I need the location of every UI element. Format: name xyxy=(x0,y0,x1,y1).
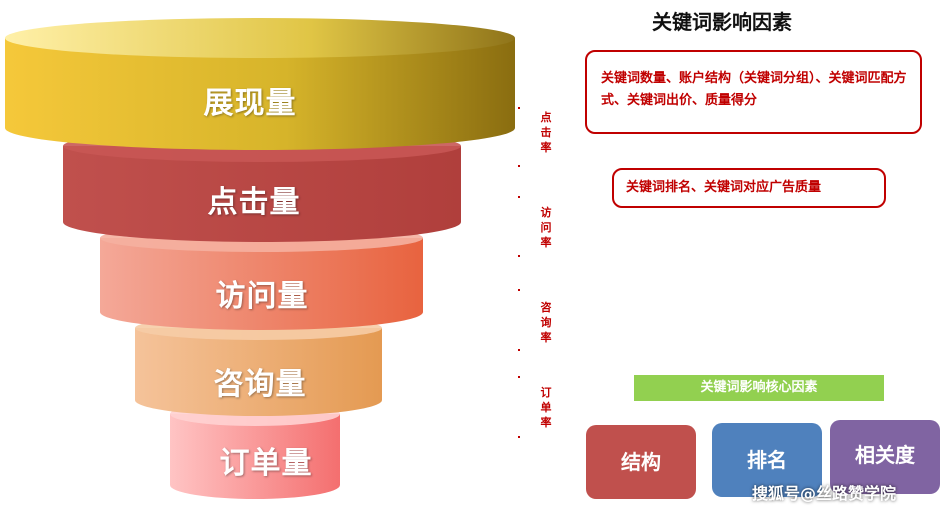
rate-label-visit: 访问率 xyxy=(540,206,552,249)
watermark: 搜狐号@丝路赞学院 xyxy=(752,484,897,503)
rate-label-inquiry: 咨询率 xyxy=(540,301,552,344)
core-factor-ranking: 排名 xyxy=(712,423,822,497)
rate-bracket-3 xyxy=(518,289,520,351)
rate-bracket-1 xyxy=(518,107,520,167)
stage-label-visit: 访问量 xyxy=(215,279,309,314)
factor-box-ranking: 关键词排名、关键词对应广告质量 xyxy=(612,168,886,208)
funnel-stage-impression xyxy=(5,18,515,150)
core-factor-relevance: 相关度 xyxy=(830,420,940,494)
factor-box-ranking-text: 关键词排名、关键词对应广告质量 xyxy=(626,180,822,195)
panel-title: 关键词影响因素 xyxy=(652,10,792,34)
stage-label-impression: 展现量 xyxy=(203,86,297,121)
core-factors-title: 关键词影响核心因素 xyxy=(634,375,884,401)
stage-label-inquiry: 咨询量 xyxy=(213,367,307,402)
rate-label-click: 点击率 xyxy=(540,111,552,154)
stage-label-order: 订单量 xyxy=(219,446,313,481)
rate-label-order: 订单率 xyxy=(540,386,552,429)
funnel-diagram xyxy=(5,18,520,499)
rate-bracket-2 xyxy=(518,196,520,257)
stage-label-click: 点击量 xyxy=(207,185,301,220)
core-factor-structure: 结构 xyxy=(586,425,696,499)
rate-bracket-4 xyxy=(518,376,520,438)
factor-box-keyword-settings: 关键词数量、账户结构（关键词分组）、关键词匹配方式、关键词出价、质量得分 xyxy=(585,50,922,134)
factor-box-keyword-settings-text: 关键词数量、账户结构（关键词分组）、关键词匹配方式、关键词出价、质量得分 xyxy=(601,71,907,108)
